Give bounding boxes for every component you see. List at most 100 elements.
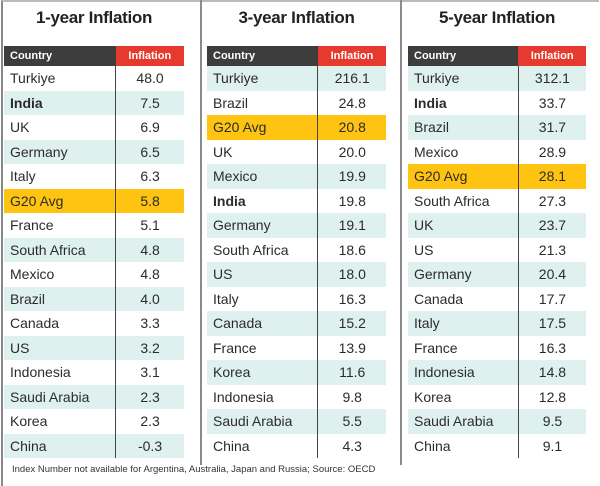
inflation-cell: 27.3	[517, 188, 586, 213]
inflation-cell: 17.5	[517, 311, 586, 336]
header-row: Country Inflation	[207, 46, 386, 66]
inflation-cell: 16.3	[517, 335, 586, 360]
country-cell: Italy	[10, 168, 36, 185]
table-row: Mexico 28.9	[408, 139, 586, 164]
country-cell: India	[213, 192, 246, 209]
table-row: South Africa 27.3	[408, 188, 586, 213]
table-row: China 4.3	[207, 433, 386, 458]
country-cell: Mexico	[414, 143, 459, 160]
country-cell: China	[4, 433, 116, 458]
country-cell: G20 Avg	[408, 164, 519, 189]
inflation-cell: 5.1	[115, 213, 184, 238]
country-cell: Italy	[213, 290, 239, 307]
inflation-cell: 48.0	[115, 66, 184, 91]
inflation-cell: 14.8	[517, 360, 586, 385]
inflation-cell: 31.7	[517, 115, 586, 140]
table-1-year: Country Inflation Turkiye 48.0 India 7.5 UK 6.9…	[4, 46, 184, 458]
table-row: France 13.9	[207, 335, 386, 360]
column-header-inflation: Inflation	[518, 46, 586, 66]
table-row: Saudi Arabia 2.3	[4, 384, 184, 409]
country-cell: Saudi Arabia	[408, 409, 519, 434]
column-header-inflation: Inflation	[317, 46, 386, 66]
inflation-cell: 20.8	[317, 115, 386, 140]
table-row: South Africa 4.8	[4, 237, 184, 262]
table-row: G20 Avg 5.8	[4, 188, 184, 213]
table-row: China -0.3	[4, 433, 184, 458]
country-cell: US	[4, 335, 116, 360]
header-row: Country Inflation	[408, 46, 586, 66]
inflation-cell: 4.3	[317, 433, 386, 458]
country-cell: Indonesia	[408, 360, 519, 385]
country-cell: Canada	[207, 311, 318, 336]
country-cell: France	[213, 339, 257, 356]
table-row: Indonesia 9.8	[207, 384, 386, 409]
panel-title: 5-year Inflation	[438, 8, 556, 27]
table-row: Turkiye 48.0	[4, 66, 184, 91]
table-row: Mexico 19.9	[207, 164, 386, 189]
column-header-inflation: Inflation	[115, 46, 184, 66]
country-cell: Germany	[408, 262, 519, 287]
table-row: Mexico 4.8	[4, 262, 184, 287]
inflation-cell: 19.9	[317, 164, 386, 189]
panel-title: 1-year Inflation	[35, 8, 153, 27]
table-row: Canada 3.3	[4, 311, 184, 336]
table-row: India 19.8	[207, 188, 386, 213]
country-cell: Turkiye	[10, 70, 56, 87]
inflation-cell: 3.1	[115, 360, 184, 385]
country-cell: Brazil	[4, 286, 116, 311]
country-cell: Mexico	[10, 266, 55, 283]
table-row: India 33.7	[408, 90, 586, 115]
country-cell: Italy	[408, 311, 519, 336]
country-cell: Mexico	[207, 164, 318, 189]
inflation-cell: 24.8	[317, 90, 386, 115]
table-row: Korea 11.6	[207, 360, 386, 385]
inflation-cell: 7.5	[115, 90, 184, 115]
table-row: UK 6.9	[4, 115, 184, 140]
country-cell: India	[414, 94, 447, 111]
country-cell: Canada	[10, 315, 60, 332]
country-cell: UK	[408, 213, 519, 238]
table-row: UK 20.0	[207, 139, 386, 164]
country-cell: Germany	[207, 213, 318, 238]
panel-5-year: 5-year Inflation Country Inflation Turkiye…	[408, 0, 586, 465]
country-cell: China	[213, 437, 250, 454]
table-row: US 18.0	[207, 262, 386, 287]
inflation-cell: 5.8	[115, 188, 184, 213]
table-row: Indonesia 3.1	[4, 360, 184, 385]
country-cell: Korea	[414, 388, 452, 405]
inflation-cell: 4.0	[115, 286, 184, 311]
country-cell: Saudi Arabia	[207, 409, 318, 434]
inflation-cell: 16.3	[317, 286, 386, 311]
inflation-cell: 15.2	[317, 311, 386, 336]
table-row: G20 Avg 28.1	[408, 164, 586, 189]
table-row: Canada 15.2	[207, 311, 386, 336]
country-cell: US	[414, 241, 434, 258]
table-row: UK 23.7	[408, 213, 586, 238]
country-cell: South Africa	[4, 237, 116, 262]
inflation-cell: 18.0	[317, 262, 386, 287]
inflation-cell: 20.0	[317, 139, 386, 164]
inflation-cell: 11.6	[317, 360, 386, 385]
table-row: Germany 19.1	[207, 213, 386, 238]
country-cell: US	[207, 262, 318, 287]
country-cell: G20 Avg	[207, 115, 318, 140]
inflation-cell: 33.7	[517, 90, 586, 115]
country-cell: Brazil	[408, 115, 519, 140]
table-row: Germany 20.4	[408, 262, 586, 287]
country-cell: UK	[10, 119, 30, 136]
table-row: Turkiye 312.1	[408, 66, 586, 91]
inflation-cell: 28.9	[517, 139, 586, 164]
panel-3-year: 3-year Inflation Country Inflation Turkiye…	[207, 0, 386, 465]
table-row: Brazil 4.0	[4, 286, 184, 311]
country-cell: South Africa	[213, 241, 289, 258]
table-row: Indonesia 14.8	[408, 360, 586, 385]
inflation-cell: 6.3	[115, 164, 184, 189]
country-cell: Indonesia	[10, 364, 71, 381]
column-header-country: Country	[408, 46, 519, 66]
country-cell: France	[414, 339, 458, 356]
panel-divider	[200, 0, 202, 465]
table-row: Korea 12.8	[408, 384, 586, 409]
column-header-country: Country	[207, 46, 318, 66]
table-3-year: Country Inflation Turkiye 216.1 Brazil 24.8 G2…	[207, 46, 386, 458]
